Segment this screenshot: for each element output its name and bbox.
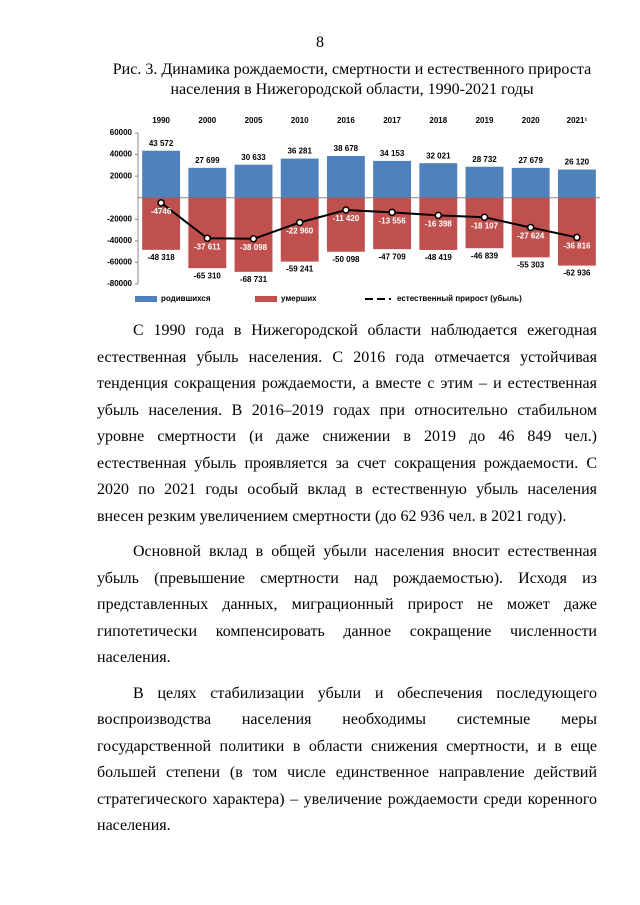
- bar: [373, 160, 412, 198]
- data-label: -16 398: [425, 220, 453, 229]
- y-tick-label: -80000: [107, 279, 132, 288]
- bar: [326, 155, 365, 198]
- page-number: 8: [316, 34, 324, 51]
- data-label: -18 107: [471, 221, 499, 230]
- data-label: -37 611: [194, 242, 221, 251]
- y-tick-label: 40000: [110, 150, 133, 159]
- bar: [234, 164, 273, 198]
- bar: [557, 197, 596, 266]
- line-marker: [573, 233, 581, 242]
- line-marker: [157, 199, 165, 207]
- data-label: 27 699: [195, 156, 220, 165]
- bar: [280, 158, 319, 198]
- data-label: -4746: [151, 207, 172, 216]
- x-tick-label: 2020: [522, 116, 540, 125]
- data-label: -55 303: [517, 260, 545, 269]
- data-label: -27 624: [517, 232, 545, 241]
- legend-swatch: [135, 296, 157, 302]
- data-label: -46 839: [471, 251, 499, 260]
- line-marker: [388, 208, 396, 217]
- x-tick-label: 2021¹: [567, 116, 588, 125]
- y-tick-label: -60000: [107, 258, 132, 267]
- paragraph: Основной вклад в общей убыли населения в…: [97, 543, 597, 666]
- paragraph: В целях стабилизации убыли и обеспечения…: [97, 684, 597, 835]
- bar: [373, 197, 412, 250]
- body-text: С 1990 года в Нижегородской области набл…: [97, 318, 597, 849]
- data-label: -50 098: [332, 255, 360, 264]
- x-tick-label: 2017: [383, 116, 401, 125]
- data-label: 43 572: [149, 139, 174, 148]
- data-label: -48 318: [148, 253, 176, 262]
- bar: [419, 197, 458, 250]
- data-label: 30 633: [241, 153, 266, 162]
- data-label: 34 153: [380, 149, 405, 158]
- data-label: -36 816: [563, 242, 591, 251]
- line-marker: [342, 206, 350, 214]
- data-label: 36 281: [287, 147, 312, 156]
- line-marker: [295, 218, 304, 227]
- data-label: -62 936: [563, 269, 591, 278]
- legend-label: умерших: [281, 294, 317, 303]
- x-tick-label: 2005: [245, 116, 263, 125]
- line-marker: [434, 211, 443, 220]
- bar: [326, 197, 365, 252]
- x-tick-label: 2018: [429, 116, 447, 125]
- line-marker: [480, 213, 489, 221]
- bar: [188, 167, 227, 198]
- bar: [465, 166, 504, 198]
- paragraph: С 1990 года в Нижегородской области набл…: [97, 322, 597, 525]
- bar: [511, 167, 550, 198]
- line-marker: [203, 234, 212, 243]
- data-label: -22 960: [286, 227, 314, 236]
- data-label: -38 098: [240, 243, 268, 252]
- x-tick-label: 2010: [291, 116, 309, 125]
- data-label: -47 709: [379, 252, 407, 261]
- data-label: -13 556: [379, 216, 407, 225]
- x-tick-label: 2016: [337, 116, 355, 125]
- y-tick-label: -40000: [107, 236, 132, 245]
- data-label: 28 732: [472, 155, 497, 164]
- bar: [188, 197, 227, 269]
- line: [160, 202, 578, 240]
- y-tick-label: -20000: [107, 214, 132, 223]
- data-label: -11 420: [333, 214, 360, 223]
- line-marker: [526, 223, 535, 232]
- data-label: -48 419: [425, 253, 453, 262]
- y-tick-label: 20000: [110, 171, 133, 180]
- x-tick-label: 1990: [152, 116, 170, 125]
- legend-swatch: [255, 296, 277, 302]
- legend-label: родившихся: [161, 294, 211, 303]
- chart: 60000 40000 20000 -20000 -40000 -60000 -80000 1…: [107, 116, 600, 303]
- data-label: -65 310: [194, 271, 222, 280]
- x-tick-label: 2019: [476, 116, 494, 125]
- data-label: 27 679: [518, 156, 543, 165]
- bar: [557, 169, 596, 198]
- bar: [142, 150, 181, 198]
- bar: [419, 163, 458, 198]
- y-tick-label: 60000: [110, 128, 133, 137]
- figure-caption: Рис. 3. Динамика рождаемости, смертности…: [112, 61, 592, 98]
- data-label: -59 241: [286, 265, 314, 274]
- data-label: 32 021: [426, 151, 451, 160]
- data-label: 38 678: [334, 144, 359, 153]
- bar: [280, 197, 319, 262]
- data-label: -68 731: [240, 275, 268, 284]
- x-tick-label: 2000: [198, 116, 216, 125]
- legend-label: естественный прирост (убыль): [397, 294, 522, 303]
- data-label: 26 120: [565, 158, 590, 167]
- bar: [465, 197, 504, 249]
- line-marker: [249, 235, 258, 243]
